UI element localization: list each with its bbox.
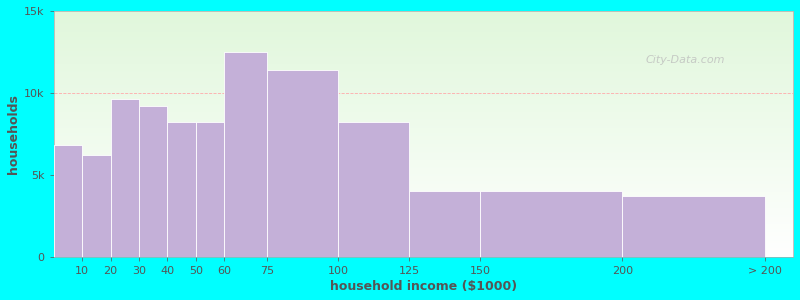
- Bar: [139, 106, 167, 257]
- Text: City-Data.com: City-Data.com: [645, 55, 725, 65]
- Bar: [409, 191, 480, 257]
- X-axis label: household income ($1000): household income ($1000): [330, 280, 517, 293]
- Y-axis label: households: households: [7, 94, 20, 174]
- Bar: [480, 191, 622, 257]
- Bar: [167, 122, 196, 257]
- Bar: [196, 122, 224, 257]
- Bar: [267, 70, 338, 257]
- Bar: [110, 100, 139, 257]
- Bar: [224, 52, 267, 257]
- Bar: [54, 146, 82, 257]
- Bar: [338, 122, 409, 257]
- Bar: [622, 196, 765, 257]
- Bar: [82, 155, 110, 257]
